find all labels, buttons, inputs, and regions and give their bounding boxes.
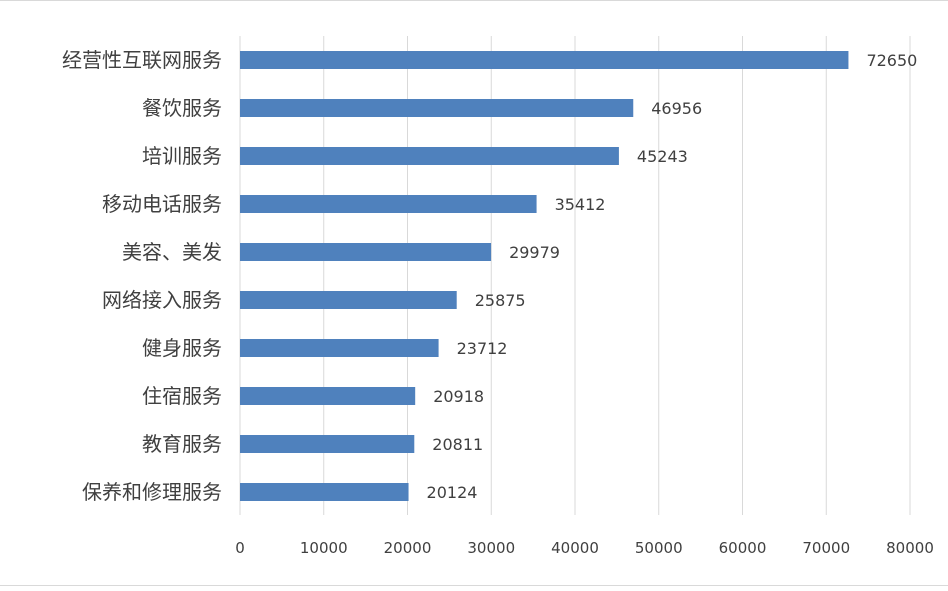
bar — [240, 51, 849, 69]
data-label: 23712 — [457, 339, 508, 358]
data-label: 25875 — [475, 291, 526, 310]
bar — [240, 387, 416, 405]
category-label: 健身服务 — [142, 336, 222, 360]
category-label: 保养和修理服务 — [82, 480, 222, 504]
category-label: 餐饮服务 — [142, 96, 222, 120]
category-labels: 经营性互联网服务餐饮服务培训服务移动电话服务美容、美发网络接入服务健身服务住宿服… — [62, 48, 222, 504]
data-label: 29979 — [509, 243, 560, 262]
x-axis-tick-labels: 0 10000 20000 30000 40000 50000 60000 70000 8000… — [235, 539, 934, 557]
bar — [240, 291, 457, 309]
category-label: 培训服务 — [142, 144, 222, 168]
bar — [240, 243, 492, 261]
data-label: 20811 — [432, 435, 483, 454]
bar — [240, 483, 409, 501]
x-tick-label: 30000 — [467, 539, 515, 557]
x-tick-label: 70000 — [802, 539, 850, 557]
data-label: 20918 — [433, 387, 484, 406]
data-labels: 72650 46956 45243 35412 29979 25875 23712 20918… — [427, 51, 918, 502]
category-label: 网络接入服务 — [102, 288, 222, 312]
bar — [240, 99, 634, 117]
x-tick-label: 0 — [235, 539, 245, 557]
category-label: 住宿服务 — [142, 384, 222, 408]
x-tick-label: 80000 — [886, 539, 934, 557]
x-tick-label: 60000 — [719, 539, 767, 557]
bar — [240, 147, 619, 165]
category-label: 经营性互联网服务 — [62, 48, 222, 72]
category-label: 美容、美发 — [122, 240, 222, 264]
bar — [240, 435, 415, 453]
data-label: 45243 — [637, 147, 688, 166]
category-label: 移动电话服务 — [102, 192, 222, 216]
data-label: 46956 — [651, 99, 702, 118]
data-label: 72650 — [866, 51, 917, 70]
data-label: 20124 — [427, 483, 478, 502]
bar — [240, 339, 439, 357]
category-label: 教育服务 — [142, 432, 222, 456]
x-tick-label: 50000 — [635, 539, 683, 557]
bars — [240, 51, 849, 501]
x-tick-label: 10000 — [300, 539, 348, 557]
bar — [240, 195, 537, 213]
x-tick-label: 40000 — [551, 539, 599, 557]
x-tick-label: 20000 — [384, 539, 432, 557]
data-label: 35412 — [555, 195, 606, 214]
